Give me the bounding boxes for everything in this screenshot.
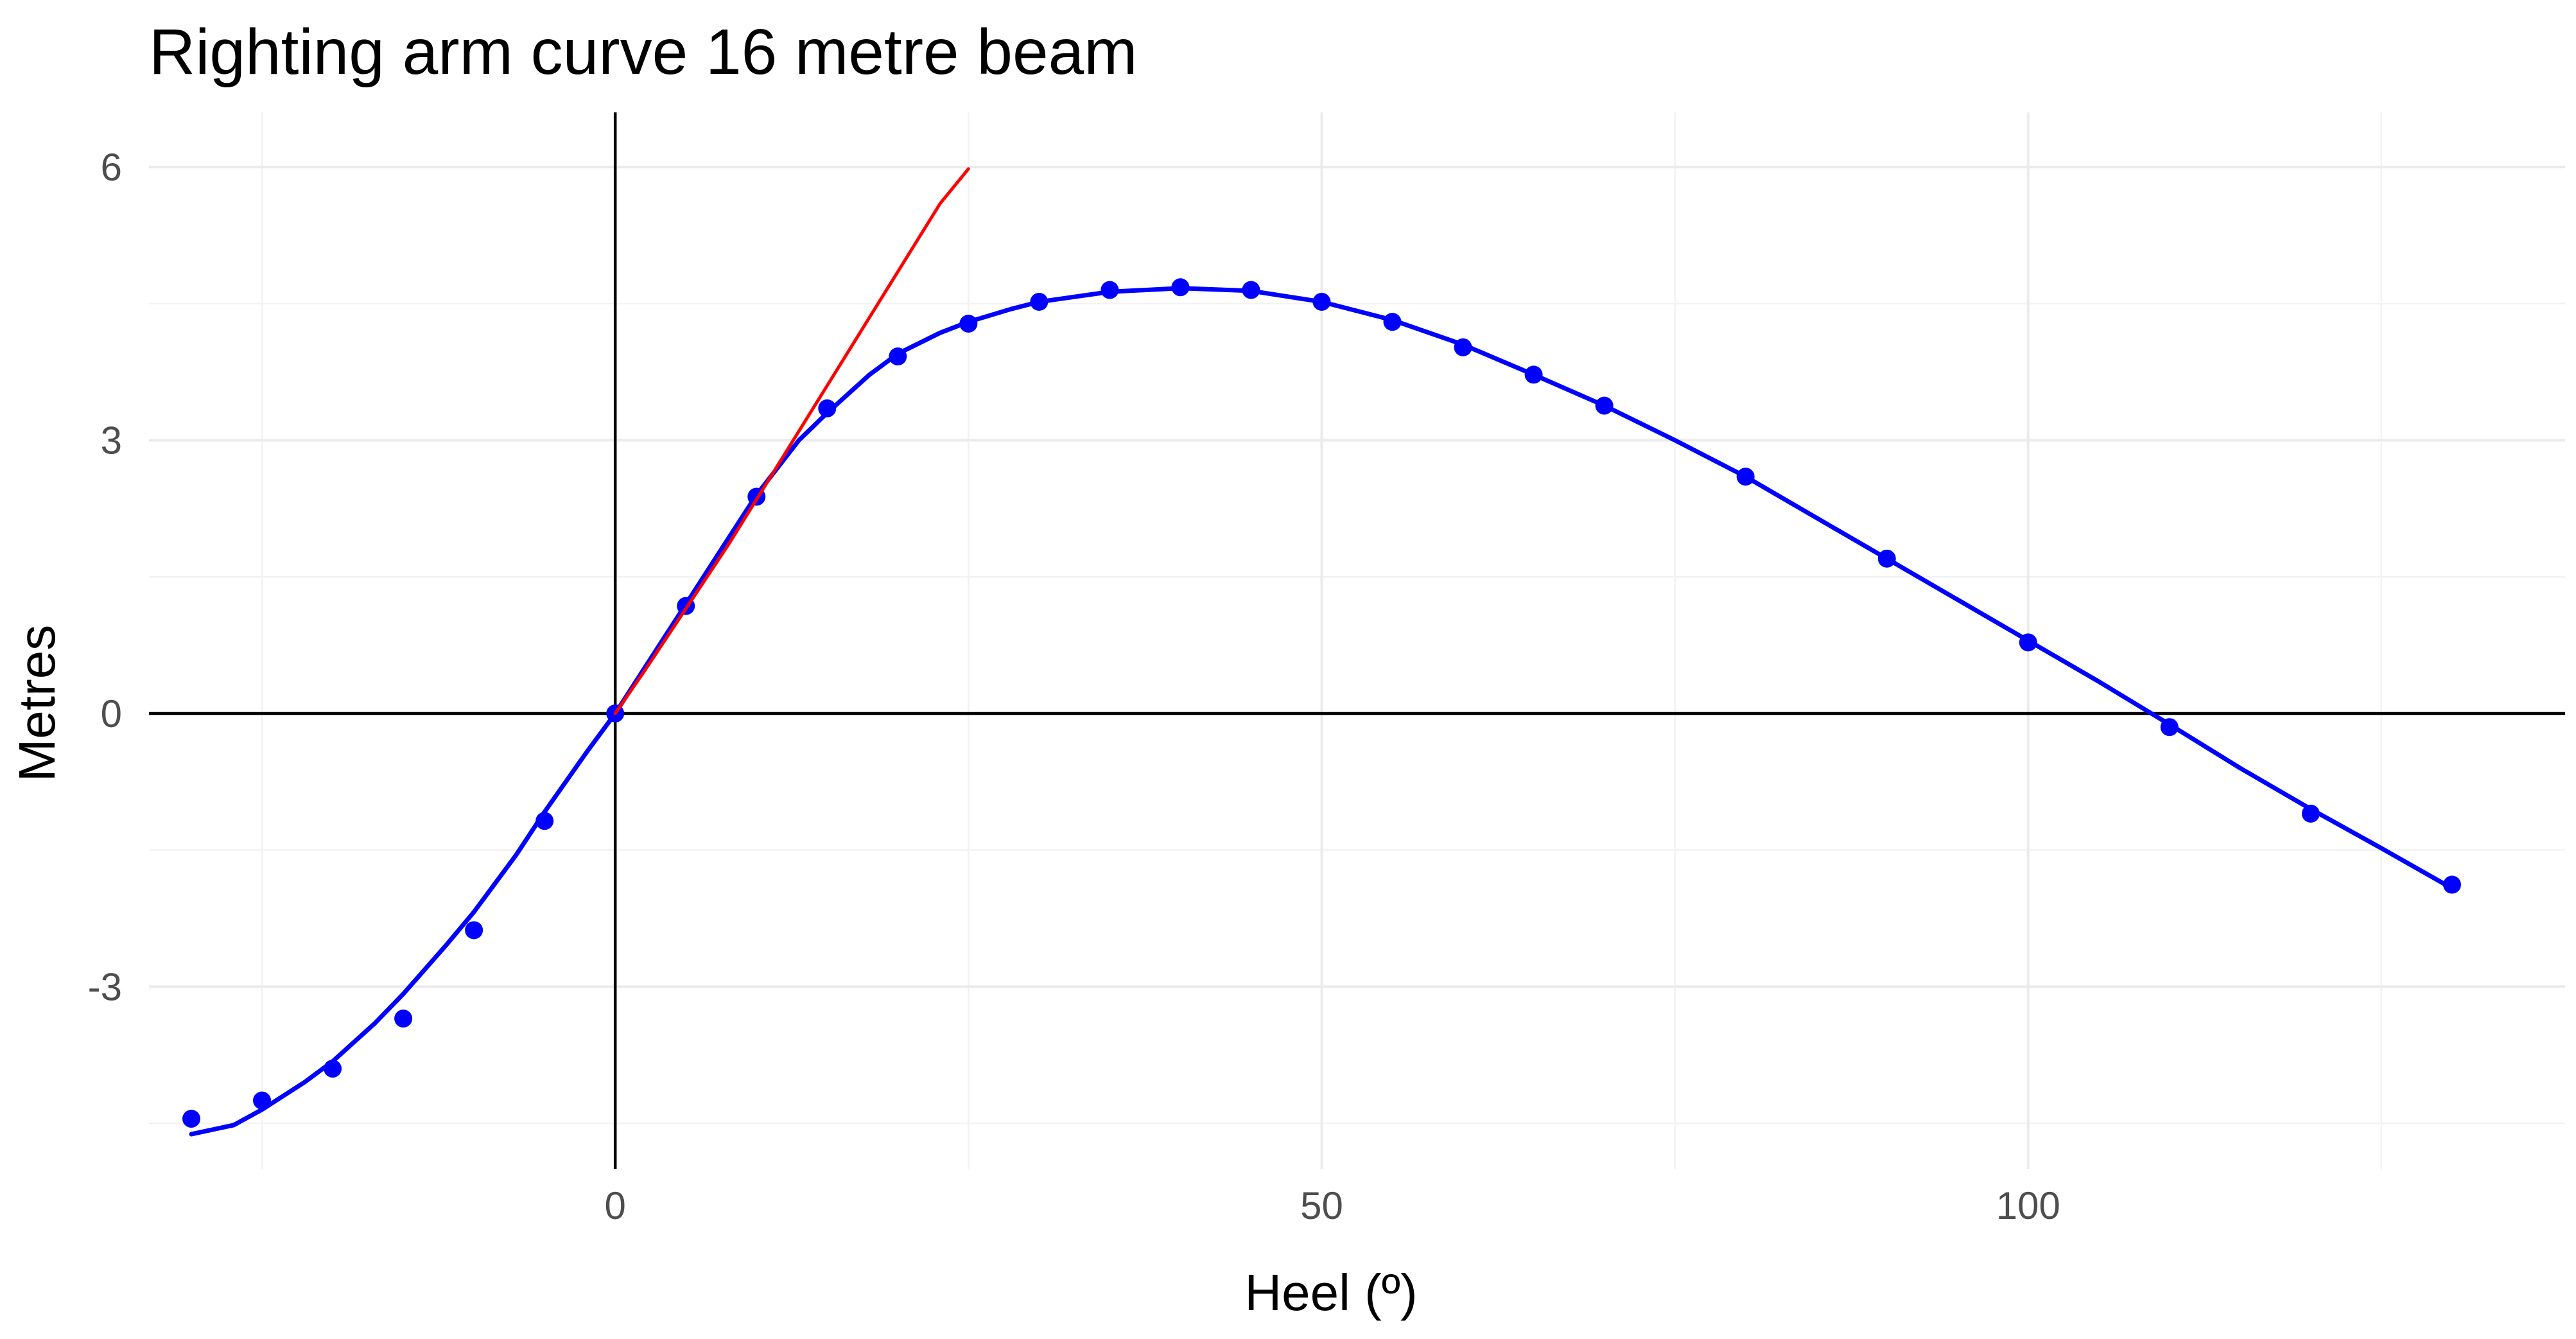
series-layer bbox=[182, 167, 2461, 1137]
x-tick-label: 100 bbox=[1996, 1184, 2060, 1227]
y-tick-label: 0 bbox=[101, 692, 122, 735]
data-point bbox=[2442, 875, 2461, 894]
x-tick-label: 50 bbox=[1300, 1184, 1343, 1227]
y-axis-title: Metres bbox=[8, 625, 65, 782]
y-axis-ticks: -3 0 3 6 bbox=[88, 146, 122, 1008]
y-tick-label: 3 bbox=[101, 419, 122, 462]
data-point bbox=[818, 399, 837, 417]
reference-lines bbox=[149, 112, 2565, 1169]
x-axis-title: Heel (º) bbox=[1244, 1264, 1417, 1321]
x-axis-ticks: 0 50 100 bbox=[605, 1184, 2060, 1227]
x-tick-label: 0 bbox=[605, 1184, 626, 1227]
y-tick-label: -3 bbox=[88, 965, 122, 1008]
data-point bbox=[182, 1110, 201, 1128]
y-tick-label: 6 bbox=[101, 146, 122, 189]
data-point bbox=[465, 921, 483, 940]
grid-lines bbox=[149, 112, 2565, 1169]
chart-title: Righting arm curve 16 metre beam bbox=[149, 16, 1138, 88]
fitted-curve-line bbox=[189, 286, 2455, 1137]
initial-slope-line bbox=[613, 167, 970, 715]
data-point bbox=[394, 1010, 413, 1028]
